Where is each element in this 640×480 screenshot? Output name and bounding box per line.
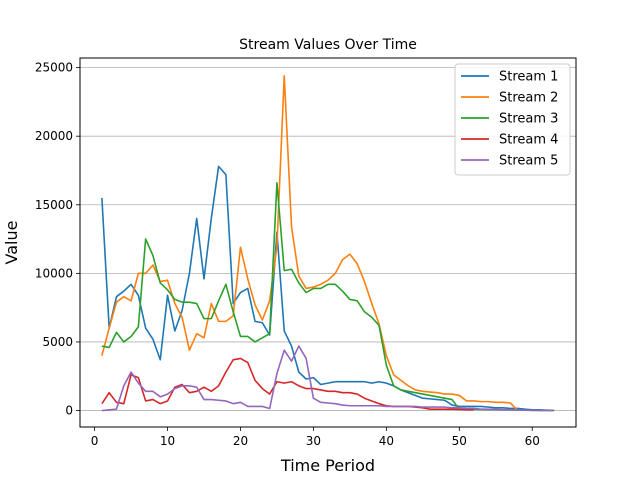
- legend-box: [454, 63, 571, 176]
- legend-label: Stream 5: [499, 154, 558, 169]
- x-axis-label: Time Period: [280, 456, 375, 475]
- y-tick-label: 0: [65, 404, 73, 418]
- series-lines: [101, 75, 555, 412]
- y-tick-label: 5000: [42, 335, 73, 349]
- legend-label: Stream 2: [499, 91, 558, 106]
- x-tick-label: 40: [379, 434, 394, 448]
- x-tick-label: 0: [91, 434, 99, 448]
- y-tick-label: 10000: [35, 266, 73, 280]
- x-tick-label: 10: [160, 434, 175, 448]
- y-axis-label: Value: [2, 221, 21, 265]
- y-tick-label: 25000: [35, 61, 73, 75]
- series-line-1: [101, 165, 555, 412]
- legend: Stream 1 Stream 2 Stream 3 Stream 4 Stream 5: [454, 63, 571, 176]
- x-tick-label: 50: [452, 434, 467, 448]
- y-tick-label: 20000: [35, 129, 73, 143]
- plot-frame: [79, 57, 577, 428]
- legend-label: Stream 4: [499, 133, 558, 148]
- x-tick-label: 60: [525, 434, 540, 448]
- chart-title: Stream Values Over Time: [239, 37, 417, 53]
- y-axis-ticks: 0 5000 10000 15000 20000 25000: [35, 61, 80, 418]
- y-tick-label: 15000: [35, 198, 73, 212]
- x-tick-label: 20: [233, 434, 248, 448]
- series-line-5: [101, 345, 555, 412]
- x-tick-label: 30: [306, 434, 321, 448]
- x-axis-ticks: 0 10 20 30 40 50 60: [91, 427, 540, 448]
- legend-label: Stream 3: [499, 112, 558, 127]
- legend-label: Stream 1: [499, 70, 558, 85]
- series-line-2: [101, 75, 519, 412]
